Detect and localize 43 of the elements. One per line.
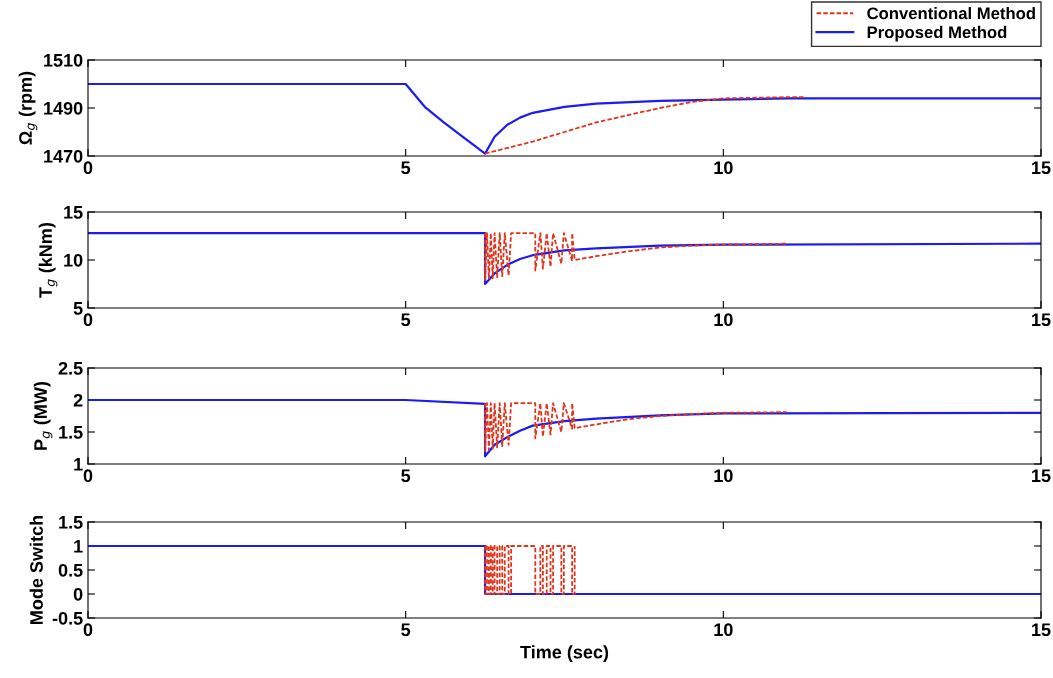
x-tick-label: 10: [714, 313, 733, 327]
line-series: [484, 96, 807, 155]
y-tick-label: 10: [64, 253, 83, 267]
x-tick-label: 10: [714, 161, 733, 175]
x-tick-label: 15: [1032, 313, 1051, 327]
x-tick-label: 5: [401, 161, 411, 175]
x-tick-label: 5: [401, 623, 411, 637]
x-axis-title: Time (sec): [520, 645, 609, 663]
y-tick-label: 1.5: [59, 426, 83, 439]
x-tick-label: 15: [1032, 161, 1051, 175]
x-tick-label: 15: [1032, 469, 1051, 483]
legend-label: Proposed Method: [867, 25, 1007, 42]
x-tick-label: 0: [83, 469, 93, 483]
y-axis-title: P$_{g}$ (MW): [33, 381, 53, 450]
y-tick-label: 1.5: [59, 516, 83, 529]
x-tick-label: 15: [1032, 623, 1051, 637]
y-tick-label: 2: [73, 393, 83, 407]
y-tick-label: 1: [74, 540, 83, 553]
legend-label: Conventional Method: [867, 7, 1035, 20]
y-tick-label: 1490: [44, 101, 83, 115]
y-tick-label: 1: [74, 458, 83, 471]
y-axis-title: Ω$_{g}$ (rpm): [18, 71, 38, 145]
x-tick-label: 10: [714, 469, 733, 483]
y-tick-label: 5: [73, 302, 83, 315]
x-tick-label: 0: [83, 313, 93, 327]
y-tick-label: 0.5: [58, 563, 83, 577]
line-series: [88, 232, 1041, 286]
x-tick-label: 10: [714, 623, 733, 637]
y-tick-label: -0.5: [52, 611, 83, 625]
x-tick-label: 0: [83, 623, 93, 637]
line-series: [88, 398, 1041, 458]
y-tick-label: 1470: [44, 149, 83, 163]
x-tick-label: 5: [401, 313, 411, 327]
y-axis-title: T$_{g}$ (kNm): [38, 223, 58, 298]
y-tick-label: 15: [64, 206, 83, 219]
line-series: [484, 402, 788, 453]
y-tick-label: 2.5: [58, 361, 83, 375]
x-tick-label: 5: [401, 469, 411, 483]
y-tick-label: 1510: [44, 53, 83, 67]
x-tick-label: 0: [83, 161, 93, 175]
y-axis-title: Mode Switch: [29, 515, 43, 624]
line-series: [484, 232, 788, 282]
y-tick-label: 0: [73, 587, 83, 601]
